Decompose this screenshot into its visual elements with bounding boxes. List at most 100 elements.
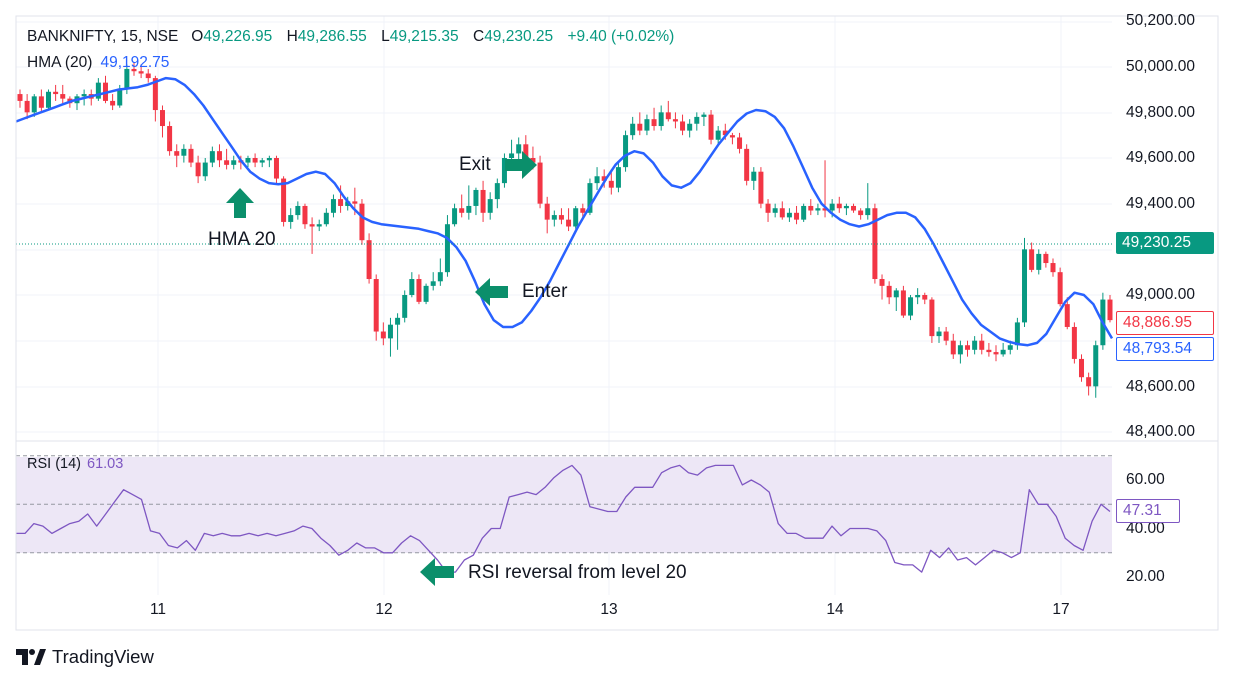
candle-body (480, 189, 486, 213)
candle-body (744, 148, 750, 181)
rsi-series (16, 464, 1111, 573)
tradingview-logo-icon (16, 649, 46, 665)
chart-frame (15, 15, 1219, 631)
candle-body (1093, 345, 1099, 387)
candle-body (209, 151, 215, 163)
candle-body (623, 135, 629, 168)
time-tick: 17 (1052, 601, 1070, 618)
candle-body (117, 89, 123, 106)
ohlc-legend: BANKNIFTY, 15, NSE O49,226.95 H49,286.55… (27, 28, 684, 46)
exit-arrow-icon (505, 151, 537, 179)
candle-body (772, 208, 778, 213)
candle-body (630, 123, 636, 136)
price-tick: 49,800.00 (1126, 104, 1195, 121)
candle-body (751, 171, 757, 181)
candle-body (865, 208, 871, 216)
candle-body (245, 158, 251, 163)
candle-body (273, 158, 279, 179)
candle-body (60, 94, 66, 99)
candle-body (167, 126, 173, 152)
candle-body (24, 100, 30, 113)
candle-body (1036, 253, 1042, 270)
price-tick: 49,000.00 (1126, 286, 1195, 303)
candle-body (637, 123, 643, 131)
candle-body (644, 119, 650, 131)
rsi-legend[interactable]: RSI (14) 61.03 (27, 456, 123, 472)
candle-body (444, 224, 450, 273)
candle-body (380, 331, 386, 339)
candle-body (323, 212, 329, 225)
candle-body (808, 205, 814, 211)
candle-body (558, 215, 564, 220)
candle-body (680, 121, 686, 131)
hma-legend-label: HMA (20) (27, 54, 93, 71)
low-label: L (381, 28, 390, 45)
hma-legend[interactable]: HMA (20) 49,192.75 (27, 54, 169, 72)
candle-body (530, 158, 536, 163)
price-tick: 48,600.00 (1126, 378, 1195, 395)
candle-body (858, 210, 864, 216)
candle-body (188, 148, 194, 163)
high-value: 49,286.55 (297, 28, 367, 45)
candle-body (1043, 253, 1049, 264)
candle-body (345, 201, 351, 206)
rsi-value-badge: 47.31 (1116, 499, 1180, 523)
candle-body (908, 297, 914, 316)
change-value: +9.40 (+0.02%) (567, 28, 675, 45)
candle-body (566, 219, 572, 227)
candle-body (729, 135, 735, 138)
candle-body (145, 73, 151, 79)
candle-body (437, 272, 443, 282)
rsi-tick: 60.00 (1126, 471, 1165, 488)
candle-body (615, 167, 621, 188)
enter-arrow-icon (475, 278, 508, 306)
tradingview-logo-text: TradingView (52, 646, 154, 667)
candle-body (416, 279, 422, 302)
exit-annotation: Exit (459, 154, 491, 175)
open-label: O (191, 28, 204, 45)
candle-body (309, 224, 315, 227)
candle-body (580, 208, 586, 213)
candle-body (252, 158, 258, 163)
tradingview-logo[interactable]: TradingView (16, 646, 154, 668)
candle-body (231, 160, 237, 165)
close-label: C (472, 28, 485, 45)
hma-legend-value: 49,192.75 (100, 54, 170, 71)
candle-body (929, 299, 935, 337)
candle-body (316, 224, 322, 227)
candle-body (423, 285, 429, 302)
candle-body (715, 130, 721, 140)
candle-body (31, 96, 37, 113)
candle-body (366, 240, 372, 280)
candle-body (986, 349, 992, 353)
candle-body (494, 183, 500, 200)
candle-body (1022, 249, 1028, 323)
candle-body (1064, 304, 1070, 327)
candle-body (473, 189, 479, 206)
rsi-tick: 20.00 (1126, 568, 1165, 585)
close-value: 49,230.25 (484, 28, 554, 45)
candle-body (794, 212, 800, 220)
candle-body (979, 340, 985, 350)
price-tick: 49,400.00 (1126, 195, 1195, 212)
candle-body (1057, 272, 1063, 305)
candle-body (687, 123, 693, 131)
candle-body (665, 112, 671, 120)
candle-body (972, 340, 978, 350)
candle-body (181, 148, 187, 156)
open-value: 49,226.95 (203, 28, 273, 45)
candle-body (943, 331, 949, 341)
time-tick: 14 (826, 601, 844, 618)
time-tick: 12 (375, 601, 393, 618)
candle-body (694, 116, 700, 124)
symbol-label[interactable]: BANKNIFTY, 15, NSE (27, 28, 179, 45)
hma-series (15, 76, 1114, 347)
candle-body (936, 331, 942, 337)
candle-body (829, 203, 835, 211)
candle-body (879, 279, 885, 286)
high-label: H (286, 28, 298, 45)
candle-body (138, 71, 144, 74)
time-tick: 13 (600, 601, 618, 618)
candle-body (359, 203, 365, 241)
candle-body (1086, 377, 1092, 387)
